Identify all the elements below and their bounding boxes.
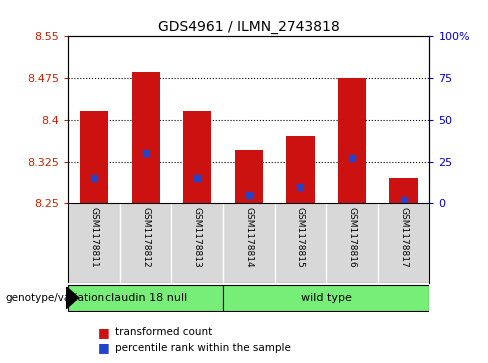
Text: GSM1178814: GSM1178814 [244,207,253,268]
Text: GSM1178813: GSM1178813 [193,207,202,268]
Bar [68,285,223,311]
Text: percentile rank within the sample: percentile rank within the sample [115,343,290,353]
Bar [338,78,366,203]
Text: GSM1178811: GSM1178811 [90,207,99,268]
Text: GSM1178816: GSM1178816 [347,207,357,268]
Text: ■: ■ [98,341,109,354]
Bar [132,73,160,203]
Text: claudin 18 null: claudin 18 null [104,293,187,303]
Bar [183,111,211,203]
Title: GDS4961 / ILMN_2743818: GDS4961 / ILMN_2743818 [158,20,340,34]
Bar [389,178,418,203]
Text: transformed count: transformed count [115,327,212,337]
Text: genotype/variation: genotype/variation [5,293,104,303]
Bar [235,150,263,203]
Text: wild type: wild type [301,293,352,303]
Text: ■: ■ [98,326,109,339]
Text: GSM1178815: GSM1178815 [296,207,305,268]
Bar [223,285,429,311]
Text: GSM1178812: GSM1178812 [141,207,150,268]
Text: GSM1178817: GSM1178817 [399,207,408,268]
Bar [80,111,108,203]
Polygon shape [66,287,79,309]
Bar [286,136,315,203]
